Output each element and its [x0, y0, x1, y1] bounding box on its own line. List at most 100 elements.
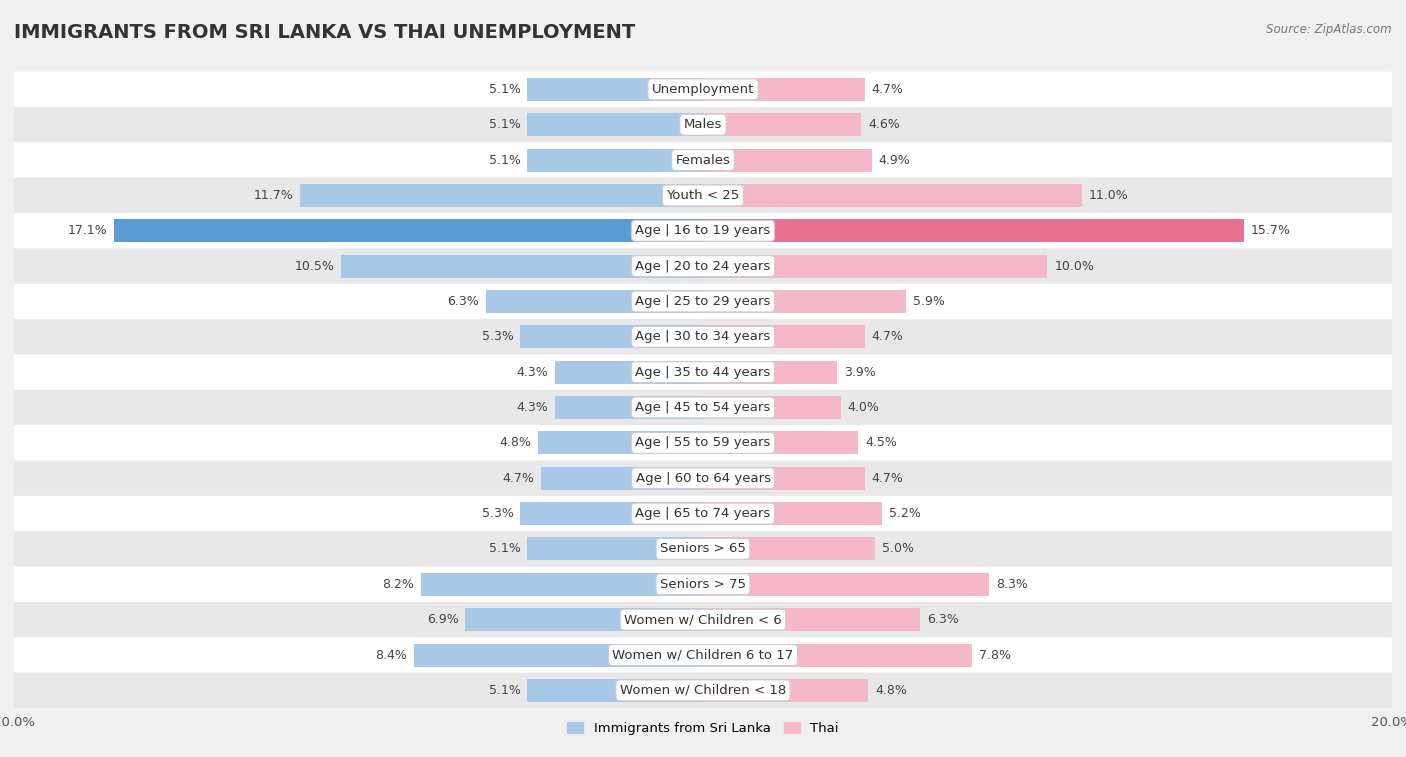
Text: IMMIGRANTS FROM SRI LANKA VS THAI UNEMPLOYMENT: IMMIGRANTS FROM SRI LANKA VS THAI UNEMPL…	[14, 23, 636, 42]
Text: 6.3%: 6.3%	[927, 613, 959, 626]
Bar	[703, 254, 1047, 278]
FancyBboxPatch shape	[14, 213, 1392, 248]
FancyBboxPatch shape	[14, 637, 1392, 673]
Text: Women w/ Children < 6: Women w/ Children < 6	[624, 613, 782, 626]
Text: Women w/ Children 6 to 17: Women w/ Children 6 to 17	[613, 649, 793, 662]
Bar	[527, 78, 703, 101]
Bar	[703, 78, 865, 101]
Text: Unemployment: Unemployment	[652, 83, 754, 96]
Text: 8.3%: 8.3%	[995, 578, 1028, 590]
Bar	[703, 220, 1244, 242]
Text: Males: Males	[683, 118, 723, 131]
Bar	[703, 290, 907, 313]
Text: Age | 45 to 54 years: Age | 45 to 54 years	[636, 401, 770, 414]
Text: Females: Females	[675, 154, 731, 167]
Text: 4.6%: 4.6%	[869, 118, 900, 131]
Bar	[703, 467, 865, 490]
Text: Age | 60 to 64 years: Age | 60 to 64 years	[636, 472, 770, 484]
FancyBboxPatch shape	[14, 425, 1392, 460]
Bar	[555, 396, 703, 419]
Text: 6.9%: 6.9%	[426, 613, 458, 626]
Bar	[703, 360, 838, 384]
Bar	[520, 326, 703, 348]
Text: Youth < 25: Youth < 25	[666, 189, 740, 202]
FancyBboxPatch shape	[14, 284, 1392, 319]
Bar	[703, 643, 972, 666]
Text: 3.9%: 3.9%	[844, 366, 876, 378]
Text: 4.7%: 4.7%	[872, 330, 904, 344]
Bar	[413, 643, 703, 666]
Text: 8.4%: 8.4%	[375, 649, 406, 662]
Text: Seniors > 75: Seniors > 75	[659, 578, 747, 590]
Text: 10.0%: 10.0%	[1054, 260, 1094, 273]
Bar	[342, 254, 703, 278]
Text: 4.8%: 4.8%	[875, 684, 907, 697]
FancyBboxPatch shape	[14, 567, 1392, 602]
Bar	[520, 502, 703, 525]
Text: 5.0%: 5.0%	[882, 543, 914, 556]
FancyBboxPatch shape	[14, 390, 1392, 425]
Text: 5.9%: 5.9%	[912, 295, 945, 308]
Text: Age | 16 to 19 years: Age | 16 to 19 years	[636, 224, 770, 237]
FancyBboxPatch shape	[14, 673, 1392, 708]
Text: 4.8%: 4.8%	[499, 436, 531, 450]
FancyBboxPatch shape	[14, 460, 1392, 496]
FancyBboxPatch shape	[14, 107, 1392, 142]
Bar	[703, 184, 1083, 207]
Bar	[527, 148, 703, 172]
FancyBboxPatch shape	[14, 602, 1392, 637]
Bar	[486, 290, 703, 313]
Text: Seniors > 65: Seniors > 65	[659, 543, 747, 556]
FancyBboxPatch shape	[14, 354, 1392, 390]
Bar	[703, 326, 865, 348]
Text: Women w/ Children < 18: Women w/ Children < 18	[620, 684, 786, 697]
Bar	[703, 573, 988, 596]
Bar	[527, 679, 703, 702]
Bar	[114, 220, 703, 242]
Bar	[703, 431, 858, 454]
Text: 5.1%: 5.1%	[488, 83, 520, 96]
Bar	[527, 114, 703, 136]
Bar	[703, 148, 872, 172]
Text: 8.2%: 8.2%	[382, 578, 413, 590]
Text: 4.7%: 4.7%	[872, 83, 904, 96]
Bar	[527, 537, 703, 560]
FancyBboxPatch shape	[14, 142, 1392, 178]
FancyBboxPatch shape	[14, 248, 1392, 284]
Text: 10.5%: 10.5%	[294, 260, 335, 273]
FancyBboxPatch shape	[14, 72, 1392, 107]
FancyBboxPatch shape	[14, 531, 1392, 567]
Text: Age | 65 to 74 years: Age | 65 to 74 years	[636, 507, 770, 520]
Bar	[541, 467, 703, 490]
Text: 5.1%: 5.1%	[488, 543, 520, 556]
Text: 4.0%: 4.0%	[848, 401, 880, 414]
Text: 11.7%: 11.7%	[253, 189, 292, 202]
Legend: Immigrants from Sri Lanka, Thai: Immigrants from Sri Lanka, Thai	[562, 717, 844, 740]
Text: 4.9%: 4.9%	[879, 154, 911, 167]
Bar	[703, 396, 841, 419]
Bar	[555, 360, 703, 384]
Text: 5.1%: 5.1%	[488, 118, 520, 131]
Bar	[465, 608, 703, 631]
Text: 6.3%: 6.3%	[447, 295, 479, 308]
Bar	[703, 608, 920, 631]
Bar	[537, 431, 703, 454]
Text: 15.7%: 15.7%	[1251, 224, 1291, 237]
Text: 4.7%: 4.7%	[872, 472, 904, 484]
Text: Age | 35 to 44 years: Age | 35 to 44 years	[636, 366, 770, 378]
Text: 4.3%: 4.3%	[516, 401, 548, 414]
Bar	[703, 114, 862, 136]
Text: 5.3%: 5.3%	[482, 507, 513, 520]
Bar	[703, 537, 875, 560]
Text: Source: ZipAtlas.com: Source: ZipAtlas.com	[1267, 23, 1392, 36]
Text: 5.3%: 5.3%	[482, 330, 513, 344]
Bar	[703, 502, 882, 525]
Text: 4.7%: 4.7%	[502, 472, 534, 484]
Text: 5.2%: 5.2%	[889, 507, 921, 520]
Text: Age | 30 to 34 years: Age | 30 to 34 years	[636, 330, 770, 344]
Text: Age | 55 to 59 years: Age | 55 to 59 years	[636, 436, 770, 450]
Text: 4.5%: 4.5%	[865, 436, 897, 450]
Text: 4.3%: 4.3%	[516, 366, 548, 378]
Text: 7.8%: 7.8%	[979, 649, 1011, 662]
FancyBboxPatch shape	[14, 496, 1392, 531]
